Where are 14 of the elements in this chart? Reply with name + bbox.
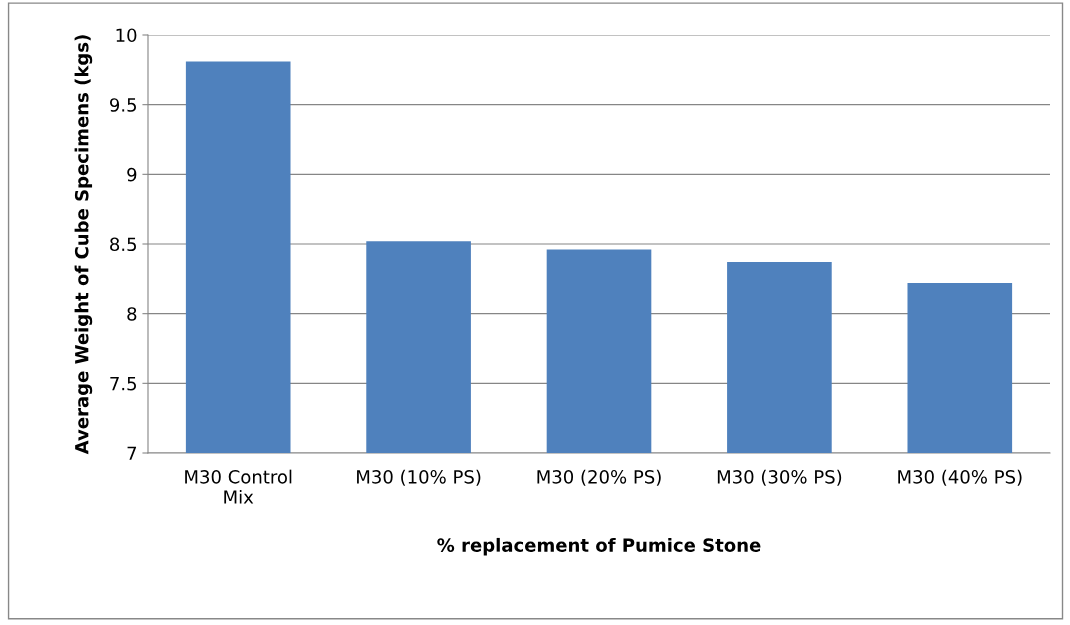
y-tick-label: 8.5 bbox=[110, 237, 137, 252]
x-tick-label: M30 (30% PS) bbox=[717, 469, 842, 486]
y-axis-title: Average Weight of Cube Specimens (kgs) bbox=[74, 35, 93, 455]
y-tick-label: 9.5 bbox=[110, 98, 137, 112]
x-tick-label: M30 (40% PS) bbox=[898, 469, 1022, 486]
y-tick-label: 9 bbox=[127, 167, 137, 182]
y-tick-label: 7 bbox=[127, 446, 137, 460]
y-tick-label: 8 bbox=[127, 307, 137, 321]
x-tick-label: M30 Control Mix bbox=[185, 469, 292, 504]
x-tick-label: M30 (10% PS) bbox=[357, 469, 481, 486]
y-tick-label: 10 bbox=[116, 28, 137, 43]
y-tick-label: 7.5 bbox=[110, 377, 137, 391]
x-axis-title: % replacement of Pumice Stone bbox=[437, 537, 761, 556]
x-tick-label: M30 (20% PS) bbox=[537, 469, 661, 486]
